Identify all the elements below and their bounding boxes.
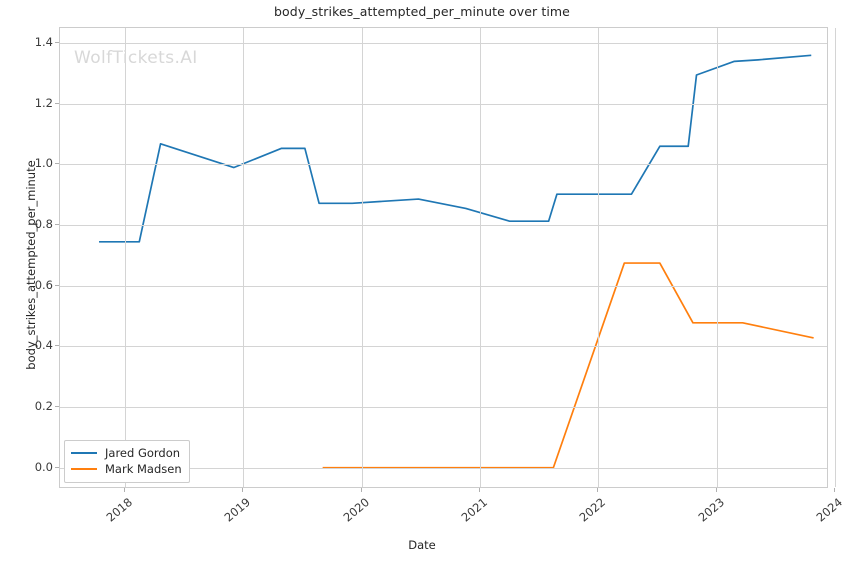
y-axis-tick-mark bbox=[55, 102, 59, 104]
gridline-horizontal bbox=[60, 43, 827, 44]
y-axis-tick-mark bbox=[55, 224, 59, 226]
gridline-vertical bbox=[125, 28, 126, 487]
gridline-horizontal bbox=[60, 164, 827, 165]
y-axis-tick-label: 0.2 bbox=[34, 399, 53, 414]
x-axis-tick-label: 2021 bbox=[458, 495, 490, 525]
gridline-horizontal bbox=[60, 104, 827, 105]
x-axis-tick-label: 2024 bbox=[813, 495, 844, 525]
y-axis-tick-label: 1.2 bbox=[34, 95, 53, 110]
series-line-1 bbox=[99, 54, 812, 243]
gridline-horizontal bbox=[60, 468, 827, 469]
series-layer bbox=[99, 54, 814, 469]
y-axis-tick-mark bbox=[55, 466, 59, 468]
y-axis-tick-label: 0.6 bbox=[34, 277, 53, 292]
x-axis-tick-label: 2019 bbox=[221, 495, 254, 525]
gridline-horizontal bbox=[60, 286, 827, 287]
y-axis-tick-mark bbox=[55, 42, 59, 44]
legend-color-swatch bbox=[71, 468, 97, 470]
gridline-horizontal bbox=[60, 407, 827, 408]
y-axis-label: body_strikes_attempted_per_minute bbox=[24, 160, 38, 370]
gridline-vertical bbox=[598, 28, 599, 487]
x-axis-label: Date bbox=[408, 538, 436, 552]
gridline-vertical bbox=[717, 28, 718, 487]
series-line-2 bbox=[322, 262, 814, 469]
legend-item-label: Mark Madsen bbox=[105, 462, 182, 476]
y-axis-tick-label: 0.0 bbox=[34, 459, 53, 474]
y-axis-tick-label: 1.4 bbox=[34, 35, 53, 50]
x-axis-tick-mark bbox=[716, 488, 717, 492]
x-axis-tick-mark bbox=[124, 488, 125, 492]
x-axis-tick-label: 2022 bbox=[576, 495, 609, 525]
legend[interactable]: Jared Gordon Mark Madsen bbox=[64, 440, 190, 483]
gridline-vertical bbox=[480, 28, 481, 487]
x-axis-tick-labels: 2018 2019 2020 2021 2022 2023 2024 bbox=[0, 488, 844, 538]
x-axis-tick-mark bbox=[479, 488, 480, 492]
y-axis-tick-mark bbox=[55, 406, 59, 408]
watermark: WolfTickets.AI bbox=[74, 48, 198, 68]
x-axis-tick-label: 2023 bbox=[695, 495, 727, 525]
x-axis-tick-mark bbox=[242, 488, 243, 492]
x-axis-tick-label: 2020 bbox=[340, 495, 372, 525]
legend-color-swatch bbox=[71, 452, 97, 454]
gridline-vertical bbox=[835, 28, 836, 487]
gridline-horizontal bbox=[60, 225, 827, 226]
y-axis-tick-labels: 0.0 0.2 0.4 0.6 0.8 1.0 1.2 1.4 bbox=[0, 27, 53, 488]
y-axis-tick-mark bbox=[55, 345, 59, 347]
gridline-vertical bbox=[243, 28, 244, 487]
x-axis-tick-mark bbox=[361, 488, 362, 492]
x-axis-tick-mark bbox=[834, 488, 835, 492]
plot-area: WolfTickets.AI bbox=[59, 27, 836, 488]
y-axis-tick-label: 0.4 bbox=[34, 338, 53, 353]
gridline-horizontal bbox=[60, 346, 827, 347]
y-axis-tick-label: 0.8 bbox=[34, 217, 53, 232]
legend-item-label: Jared Gordon bbox=[105, 446, 181, 460]
gridline-vertical bbox=[362, 28, 363, 487]
y-axis-tick-mark bbox=[55, 284, 59, 286]
legend-item[interactable]: Jared Gordon bbox=[71, 445, 182, 461]
x-axis-tick-mark bbox=[597, 488, 598, 492]
page-title: body_strikes_attempted_per_minute over t… bbox=[274, 4, 570, 19]
legend-item[interactable]: Mark Madsen bbox=[71, 461, 182, 477]
y-axis-tick-label: 1.0 bbox=[34, 156, 53, 171]
y-axis-tick-mark bbox=[55, 163, 59, 165]
x-axis-tick-label: 2018 bbox=[103, 495, 136, 525]
